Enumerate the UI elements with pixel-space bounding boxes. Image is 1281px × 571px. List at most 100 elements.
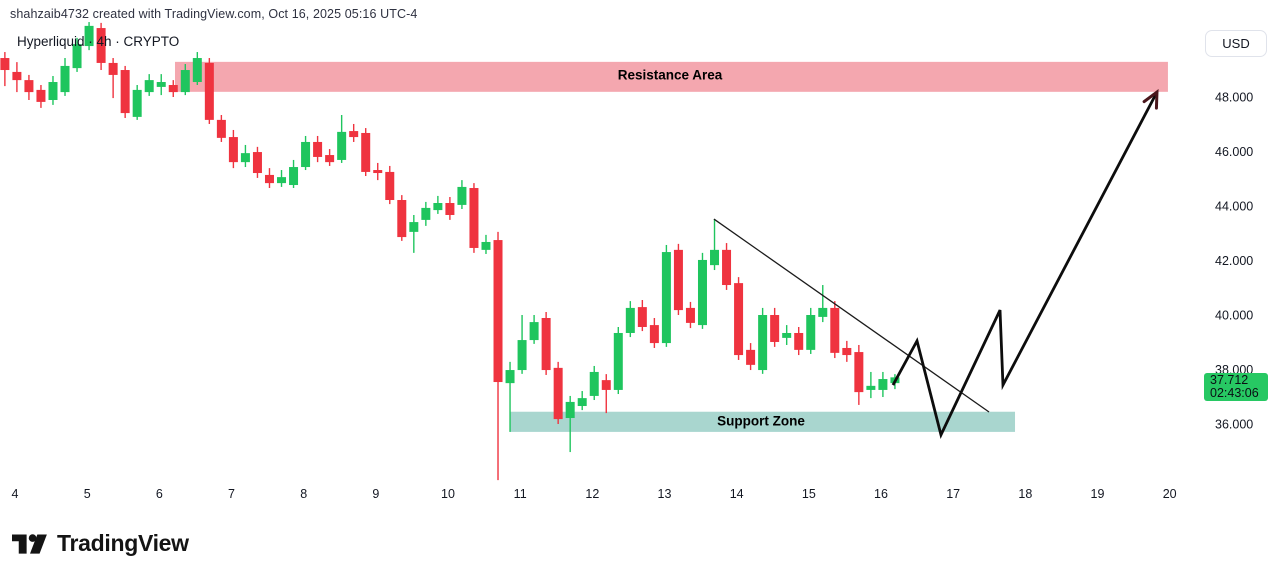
projection-path[interactable] xyxy=(891,91,1159,440)
time-axis-label: 5 xyxy=(84,487,91,501)
candle-body xyxy=(818,307,828,317)
support-zone-label: Support Zone xyxy=(717,413,805,429)
support-zone-band[interactable] xyxy=(509,411,1016,432)
tradingview-logo[interactable]: TradingView xyxy=(12,527,189,559)
candle-body xyxy=(433,203,443,211)
candlestick-series xyxy=(0,22,900,481)
time-axis-label: 14 xyxy=(730,487,744,501)
price-axis-label: 40.000 xyxy=(1215,309,1253,323)
candle-body xyxy=(277,177,287,184)
candle-body xyxy=(722,249,732,286)
candle-body xyxy=(854,352,864,393)
time-axis-label: 15 xyxy=(802,487,816,501)
candle-body xyxy=(782,332,792,338)
time-axis-label: 11 xyxy=(514,487,527,501)
time-axis-label: 10 xyxy=(441,487,455,501)
candle-body xyxy=(481,241,491,250)
candle-body xyxy=(661,252,671,344)
candle-body xyxy=(409,222,419,232)
price-axis-label: 42.000 xyxy=(1215,254,1253,268)
price-axis-label: 36.000 xyxy=(1215,418,1253,432)
candle-body xyxy=(637,307,647,327)
candle-body xyxy=(240,153,250,163)
candle-body xyxy=(108,62,118,75)
last-price-badge: 37.712 02:43:06 xyxy=(1204,373,1268,401)
candle-body xyxy=(24,80,34,93)
candle-body xyxy=(577,398,587,407)
candle-body xyxy=(565,401,575,419)
candle-body xyxy=(228,137,238,163)
candle-body xyxy=(361,132,371,172)
candle-body xyxy=(601,380,611,390)
candle-body xyxy=(144,80,154,93)
candle-body xyxy=(192,58,202,83)
time-axis-label: 17 xyxy=(946,487,960,501)
candle-body xyxy=(734,283,744,356)
candle-body xyxy=(84,25,94,47)
bar-countdown: 02:43:06 xyxy=(1210,386,1259,400)
candle-body xyxy=(337,131,347,160)
candle-body xyxy=(349,131,359,138)
candle-body xyxy=(36,89,46,102)
time-axis-label: 4 xyxy=(12,487,19,501)
price-axis-label: 44.000 xyxy=(1215,200,1253,214)
candle-body xyxy=(325,155,335,163)
candle-body xyxy=(710,249,720,266)
price-axis-label: 48.000 xyxy=(1215,91,1253,105)
attribution-text: shahzaib4732 created with TradingView.co… xyxy=(10,7,418,21)
candle-body xyxy=(60,65,70,93)
candle-body xyxy=(0,58,10,71)
candle-body xyxy=(132,89,142,117)
tradingview-logo-text: TradingView xyxy=(57,529,189,556)
candle-body xyxy=(48,82,58,100)
candle-body xyxy=(493,240,503,383)
time-axis-label: 20 xyxy=(1163,487,1177,501)
time-axis-label: 12 xyxy=(585,487,599,501)
candle-body xyxy=(770,315,780,342)
candle-body xyxy=(625,307,635,333)
candle-body xyxy=(457,186,467,205)
candle-body xyxy=(794,332,804,350)
price-scale[interactable]: 48.00046.00044.00042.00040.00038.00036.0… xyxy=(1215,91,1253,432)
candle-body xyxy=(830,307,840,353)
candle-body xyxy=(697,259,707,326)
candle-body xyxy=(156,82,166,87)
resistance-area-band[interactable] xyxy=(174,61,1168,92)
candle-body xyxy=(866,385,876,390)
time-axis-label: 13 xyxy=(658,487,672,501)
candle-body xyxy=(842,347,852,356)
candle-body xyxy=(806,315,816,350)
candle-body xyxy=(613,332,623,390)
candle-body xyxy=(301,141,311,168)
time-axis-label: 19 xyxy=(1091,487,1105,501)
candle-body xyxy=(252,152,262,174)
descending-trendline[interactable] xyxy=(713,218,990,413)
candle-body xyxy=(72,44,82,69)
last-price-value: 37.712 xyxy=(1210,372,1249,387)
tradingview-logo-icon xyxy=(12,533,47,554)
candle-body xyxy=(649,325,659,344)
candle-body xyxy=(746,349,756,365)
time-scale[interactable]: 4 5 6 7 8 9 10 11 12 13 14 15 16 17 18 19 20 xyxy=(12,487,1177,501)
candle-body xyxy=(541,317,551,371)
candle-body xyxy=(505,370,515,384)
drawing-lines[interactable] xyxy=(713,89,1159,440)
symbol-legend[interactable]: Hyperliquid · 4h · CRYPTO xyxy=(17,34,180,49)
candle-body xyxy=(180,70,190,93)
drawing-bands[interactable] xyxy=(174,61,1168,432)
candle-body xyxy=(469,188,479,248)
candle-body xyxy=(421,207,431,220)
candle-body xyxy=(264,174,274,184)
time-axis-label: 6 xyxy=(156,487,163,501)
candle-body xyxy=(517,340,527,371)
candle-body xyxy=(313,141,323,157)
resistance-area-label: Resistance Area xyxy=(617,67,723,83)
arrow-head-icon xyxy=(1142,89,1159,110)
time-axis-label: 16 xyxy=(874,487,888,501)
candle-body xyxy=(12,71,22,81)
candle-body xyxy=(553,367,563,420)
candle-body xyxy=(685,307,695,323)
candle-body xyxy=(96,28,106,63)
currency-unit-button[interactable]: USD xyxy=(1205,30,1267,57)
